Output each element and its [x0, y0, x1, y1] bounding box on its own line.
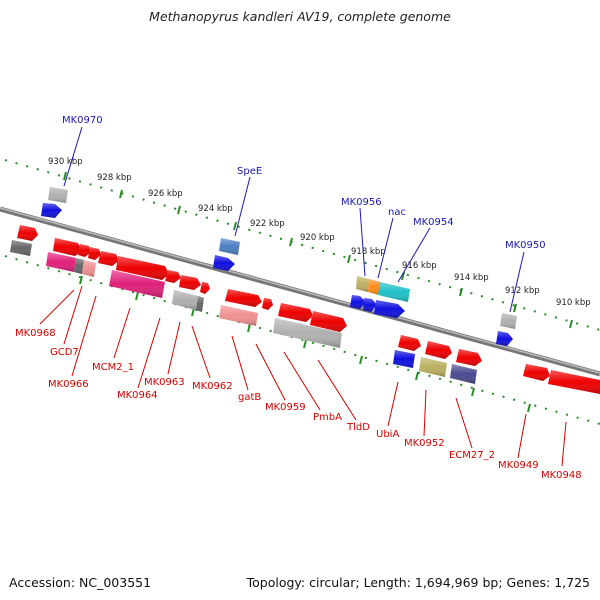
gene-label-MK0966[interactable]: MK0966	[48, 379, 89, 390]
genome-summary-text: Topology: circular; Length: 1,694,969 bp…	[246, 575, 590, 590]
callout-GCD7	[63, 285, 83, 345]
callout-MK0954	[397, 227, 431, 283]
callout-MK0966	[71, 295, 97, 377]
tick-label: 914 kbp	[454, 273, 489, 283]
tick-label: 910 kbp	[556, 298, 591, 308]
gene-label-SpeE[interactable]: SpeE	[237, 166, 262, 177]
gene-label-MK0956[interactable]: MK0956	[341, 197, 382, 208]
tick-label: 922 kbp	[250, 219, 285, 229]
gene-label-MK0954[interactable]: MK0954	[413, 217, 454, 228]
gene-label-MK0948[interactable]: MK0948	[541, 470, 582, 481]
tick-labels: 930 kbp 928 kbp 926 kbp 924 kbp 922 kbp …	[48, 157, 591, 308]
tick-label: 924 kbp	[198, 204, 233, 214]
genes-upper	[41, 187, 517, 346]
labels-top: MK0970 SpeE MK0956 nac MK0954 MK0950	[62, 115, 546, 251]
tick-label: 912 kbp	[505, 286, 540, 296]
backbone	[0, 206, 600, 377]
callout-MK0963	[167, 321, 181, 375]
gene-label-MK0959[interactable]: MK0959	[265, 402, 306, 413]
tick-label: 918 kbp	[351, 247, 386, 257]
callout-UbiA	[387, 381, 399, 427]
callout-MK0949	[517, 413, 527, 459]
callout-MK0970	[63, 126, 83, 187]
callout-ECM27_2	[455, 397, 473, 449]
gene-label-UbiA[interactable]: UbiA	[376, 429, 399, 440]
gene-label-MK0968[interactable]: MK0968	[15, 328, 56, 339]
callout-MK0959	[255, 343, 286, 401]
gene-label-gatB[interactable]: gatB	[238, 392, 261, 403]
callout-MK0950	[509, 251, 525, 313]
genes-strand-plus	[10, 225, 600, 394]
gene-label-MK0950[interactable]: MK0950	[505, 240, 546, 251]
tick-label: 928 kbp	[97, 173, 132, 183]
callout-gatB	[231, 335, 249, 391]
gene-label-MCM2_1[interactable]: MCM2_1	[92, 362, 134, 373]
map-title: Methanopyrus kandleri AV19, complete gen…	[149, 9, 451, 24]
gene-label-MK0970[interactable]: MK0970	[62, 115, 103, 126]
callout-MK0952	[423, 389, 427, 437]
accession-text: Accession: NC_003551	[9, 575, 152, 590]
gene-label-MK0962[interactable]: MK0962	[192, 381, 233, 392]
genes-strand-minus	[46, 252, 477, 384]
gene-label-MK0949[interactable]: MK0949	[498, 460, 539, 471]
gene-label-TldD[interactable]: TldD	[346, 422, 370, 433]
callout-MK0968	[39, 289, 75, 325]
callout-MK0962	[191, 325, 211, 379]
callout-PmbA	[283, 351, 321, 411]
major-ticks	[63, 171, 573, 413]
gene-label-MK0963[interactable]: MK0963	[144, 377, 185, 388]
gene-label-PmbA[interactable]: PmbA	[313, 412, 342, 423]
tick-label: 920 kbp	[300, 233, 335, 243]
gene-label-ECM27_2[interactable]: ECM27_2	[449, 450, 495, 461]
callout-MK0964	[137, 317, 161, 389]
callout-MK0948	[561, 421, 567, 467]
callout-nac	[377, 217, 394, 279]
scale-track-outer	[4, 159, 600, 331]
gene-label-MK0952[interactable]: MK0952	[404, 438, 445, 449]
gene-label-nac[interactable]: nac	[388, 207, 406, 218]
callout-lines	[39, 126, 567, 467]
labels-bottom: MK0968 GCD7 MK0966 MCM2_1 MK0964 MK0963 …	[15, 328, 582, 481]
gene-label-GCD7[interactable]: GCD7	[50, 347, 79, 358]
tick-label: 930 kbp	[48, 157, 83, 167]
tick-label: 916 kbp	[402, 261, 437, 271]
tick-label: 926 kbp	[148, 189, 183, 199]
callout-MCM2_1	[113, 307, 131, 359]
scale-track-inner	[4, 255, 600, 425]
callout-MK0956	[359, 207, 366, 277]
callout-TldD	[317, 359, 357, 421]
gene-label-MK0964[interactable]: MK0964	[117, 390, 158, 401]
callout-SpeE	[234, 176, 251, 237]
